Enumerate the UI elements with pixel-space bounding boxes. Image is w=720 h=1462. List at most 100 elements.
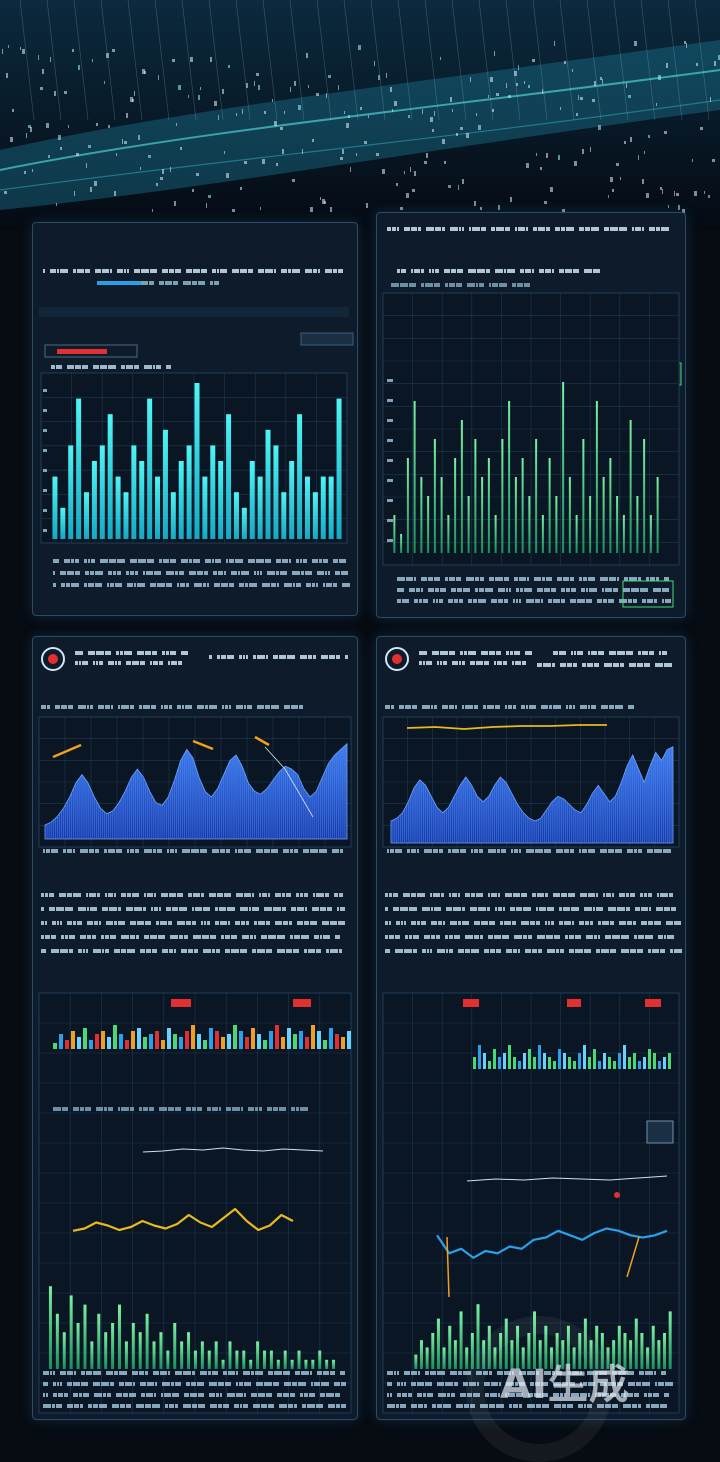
text-glyph: [265, 705, 270, 709]
text-glyph: [638, 1404, 641, 1408]
green-bars: [48, 1286, 336, 1369]
text-glyph: [393, 907, 399, 911]
text-glyph: [566, 588, 570, 592]
light-dot: [554, 41, 555, 46]
text-glyph: [610, 227, 618, 231]
text-glyph: [667, 935, 674, 939]
blue-area-spikes: [390, 747, 672, 843]
light-dot: [222, 89, 224, 94]
light-dot: [226, 173, 229, 178]
text-glyph: [193, 893, 200, 897]
text-glyph: [175, 849, 177, 853]
text-glyph: [114, 1371, 118, 1375]
light-dot: [718, 55, 720, 60]
text-glyph: [612, 893, 614, 897]
text-glyph: [662, 651, 667, 655]
text-glyph: [51, 849, 58, 853]
signal-bar: [588, 1057, 591, 1069]
bar: [431, 1333, 435, 1369]
text-glyph: [325, 571, 327, 575]
light-dot: [496, 93, 499, 96]
text-glyph: [194, 583, 202, 587]
light-dot: [574, 161, 577, 166]
text-glyph: [442, 227, 445, 231]
text-glyph: [526, 599, 534, 603]
text-glyph: [276, 571, 279, 575]
text-glyph: [147, 1382, 154, 1386]
text-glyph: [449, 949, 453, 953]
text-glyph: [152, 949, 157, 953]
text-glyph: [423, 1393, 426, 1397]
text-glyph: [64, 1393, 68, 1397]
text-glyph: [492, 283, 498, 287]
bar: [257, 476, 263, 539]
text-glyph: [56, 365, 62, 369]
bar: [155, 476, 161, 539]
text-glyph: [648, 893, 652, 897]
text-glyph: [494, 661, 496, 665]
light-dot: [528, 85, 530, 88]
text-glyph: [254, 921, 257, 925]
text-glyph: [97, 893, 100, 897]
text-glyph: [119, 1382, 124, 1386]
text-glyph: [256, 1382, 263, 1386]
signal-bar: [488, 1061, 491, 1069]
text-glyph: [641, 907, 648, 911]
text-glyph: [460, 849, 466, 853]
text-glyph: [339, 893, 343, 897]
text-glyph: [162, 949, 168, 953]
light-dot: [142, 69, 145, 74]
light-dot: [582, 149, 584, 154]
text-glyph: [268, 935, 276, 939]
text-glyph: [538, 949, 542, 953]
text-glyph: [477, 269, 485, 273]
tick-label: [387, 499, 393, 502]
axis-label-row: [43, 1382, 346, 1386]
text-glyph: [495, 269, 503, 273]
signal-bar: [543, 1053, 546, 1069]
cyan-bars: [52, 383, 342, 539]
axis-label-row: [41, 705, 303, 709]
text-glyph: [670, 949, 673, 953]
text-glyph: [438, 921, 442, 925]
text-glyph: [160, 1371, 167, 1375]
light-dot: [682, 209, 685, 214]
text-glyph: [165, 1404, 168, 1408]
text-glyph: [623, 588, 630, 592]
text-glyph: [332, 849, 339, 853]
text-glyph: [436, 935, 440, 939]
text-glyph: [656, 907, 663, 911]
text-glyph: [266, 1393, 272, 1397]
text-glyph: [496, 651, 501, 655]
text-glyph: [411, 269, 413, 273]
text-glyph: [411, 1382, 416, 1386]
light-dot: [434, 111, 435, 116]
text-glyph: [395, 849, 402, 853]
signal-bar: [648, 1049, 651, 1069]
text-glyph: [220, 849, 225, 853]
text-glyph: [320, 907, 326, 911]
text-glyph: [387, 1371, 393, 1375]
text-glyph: [598, 935, 600, 939]
text-glyph: [175, 1382, 181, 1386]
text-glyph: [283, 1393, 289, 1397]
bar: [115, 476, 121, 539]
text-glyph: [312, 907, 319, 911]
text-glyph: [411, 1404, 417, 1408]
text-glyph: [475, 588, 478, 592]
bar: [241, 507, 247, 539]
panel-header-text: [537, 663, 672, 667]
text-glyph: [505, 227, 510, 231]
text-glyph: [317, 571, 324, 575]
text-glyph: [411, 1371, 417, 1375]
light-dot: [620, 177, 621, 180]
text-glyph: [186, 269, 192, 273]
text-glyph: [528, 935, 532, 939]
text-glyph: [193, 559, 200, 563]
bar: [265, 429, 271, 539]
text-glyph: [121, 705, 129, 709]
text-glyph: [646, 577, 649, 581]
light-dot: [254, 81, 255, 86]
text-glyph: [134, 365, 139, 369]
text-glyph: [617, 577, 619, 581]
